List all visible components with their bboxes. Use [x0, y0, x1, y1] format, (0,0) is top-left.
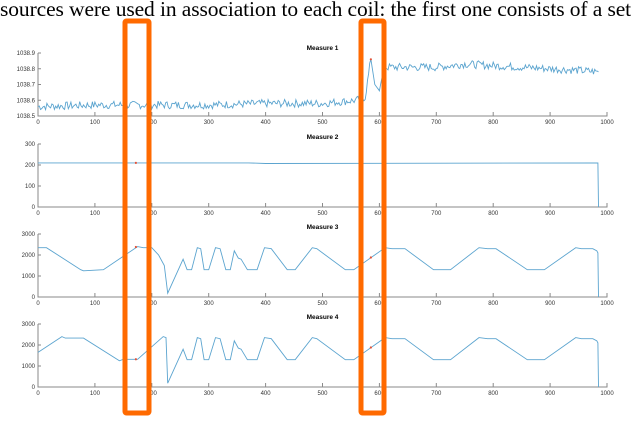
x-tick-label: 900: [545, 301, 556, 307]
y-tick-label: 1038.7: [17, 83, 36, 89]
series-line: [38, 246, 599, 298]
series-line: [38, 162, 599, 208]
x-tick-label: 200: [147, 391, 158, 397]
x-tick-label: 800: [488, 211, 499, 217]
x-tick-label: 200: [147, 301, 158, 307]
x-tick-label: 600: [374, 301, 385, 307]
y-tick-label: 2000: [22, 343, 36, 349]
highlight-box-2: [358, 18, 387, 416]
panel-title: Measure 4: [307, 314, 339, 321]
x-tick-label: 600: [374, 120, 385, 126]
y-tick-label: 1038.8: [17, 67, 36, 73]
x-tick-label: 0: [36, 120, 40, 126]
panel-3: 0 1000 2000 3000 0 100 200 300 400 500 600 700 800 90…: [22, 224, 615, 307]
x-tick-label: 0: [36, 211, 40, 217]
y-tick-label: 0: [32, 385, 36, 391]
y-tick-label: 1000: [22, 364, 36, 370]
x-tick-label: 900: [545, 120, 556, 126]
data-marker: [134, 358, 137, 361]
x-tick-label: 900: [545, 211, 556, 217]
y-tick-label: 1000: [22, 274, 36, 280]
x-tick-label: 800: [488, 391, 499, 397]
data-marker: [369, 58, 372, 61]
x-tick-label: 400: [261, 301, 272, 307]
x-tick-label: 700: [431, 211, 442, 217]
panel-4: 0 1000 2000 3000 0 100 200 300 400 500 600 700 800 90…: [22, 314, 615, 397]
y-tick-label: 3000: [22, 232, 36, 238]
panel-title: Measure 3: [307, 224, 339, 231]
x-tick-label: 600: [374, 211, 385, 217]
x-tick-label: 100: [90, 301, 101, 307]
x-tick-label: 900: [545, 391, 556, 397]
x-tick-label: 300: [204, 120, 215, 126]
x-tick-label: 100: [90, 391, 101, 397]
caption-text: sources were used in association to each…: [0, 0, 632, 21]
x-tick-label: 100: [90, 211, 101, 217]
y-tick-label: 3000: [22, 322, 36, 328]
y-tick-label: 0: [32, 295, 36, 301]
x-tick-label: 400: [261, 391, 272, 397]
series-line: [37, 59, 599, 112]
x-tick-label: 200: [147, 211, 158, 217]
x-tick-label: 700: [431, 120, 442, 126]
x-tick-label: 100: [90, 120, 101, 126]
y-tick-label: 1038.6: [17, 98, 36, 104]
highlight-box-1: [122, 18, 152, 416]
x-tick-label: 700: [431, 391, 442, 397]
x-tick-label: 500: [317, 211, 328, 217]
x-tick-label: 1000: [600, 211, 614, 217]
x-tick-label: 0: [36, 391, 40, 397]
y-tick-label: 1038.5: [17, 114, 36, 120]
x-tick-label: 300: [204, 211, 215, 217]
x-tick-label: 1000: [600, 120, 614, 126]
y-tick-label: 2000: [22, 253, 36, 259]
panel-title: Measure 1: [307, 45, 339, 52]
y-tick-label: 1038.9: [17, 51, 36, 57]
panel-1: 1038.5 1038.6 1038.7 1038.8 1038.9 0 100 200 300…: [17, 45, 615, 126]
x-tick-label: 500: [317, 301, 328, 307]
data-marker: [369, 256, 372, 259]
data-marker: [134, 245, 137, 249]
y-tick-label: 200: [25, 163, 36, 169]
panel-2: 0 100 200 300 0 100 200 300 400 500 600 700 800 900 10…: [25, 134, 614, 217]
x-tick-label: 300: [204, 391, 215, 397]
x-tick-label: 500: [317, 391, 328, 397]
x-tick-label: 400: [261, 120, 272, 126]
y-tick-label: 0: [32, 205, 36, 211]
data-marker: [369, 346, 372, 349]
y-tick-label: 300: [25, 142, 36, 148]
series-line: [37, 336, 599, 388]
x-tick-label: 1000: [600, 391, 614, 397]
x-tick-label: 200: [147, 120, 158, 126]
x-tick-label: 800: [488, 301, 499, 307]
panel-title: Measure 2: [307, 134, 339, 141]
x-tick-label: 300: [204, 301, 215, 307]
x-tick-label: 800: [488, 120, 499, 126]
x-tick-label: 1000: [600, 301, 614, 307]
x-tick-label: 600: [374, 391, 385, 397]
x-tick-label: 400: [261, 211, 272, 217]
x-tick-label: 500: [317, 120, 328, 126]
y-tick-label: 100: [25, 184, 36, 190]
x-tick-label: 700: [431, 301, 442, 307]
data-marker: [134, 161, 137, 164]
x-tick-label: 0: [36, 301, 40, 307]
